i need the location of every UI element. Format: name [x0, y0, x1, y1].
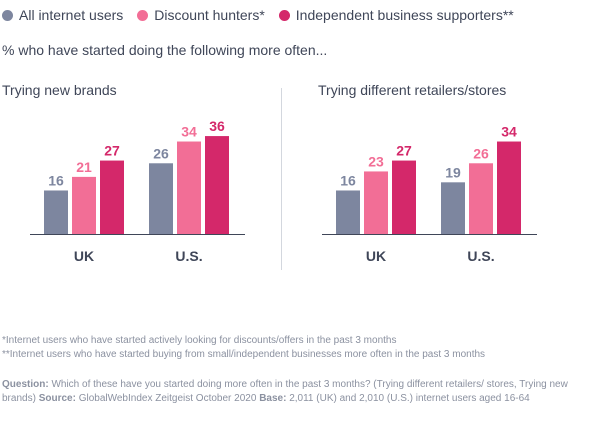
bar-value-label: 34: [181, 124, 197, 140]
bar-value-label: 36: [209, 118, 225, 134]
bar: [392, 160, 416, 234]
legend-item-independent-supporters: Independent business supporters**: [278, 7, 514, 23]
base-text: 2,011 (UK) and 2,010 (U.S.) internet use…: [286, 393, 530, 404]
legend-label: All internet users: [19, 7, 124, 23]
footnote-independent-supporters: **Internet users who have started buying…: [2, 349, 486, 360]
bar: [336, 190, 360, 234]
legend-label: Discount hunters*: [154, 7, 265, 23]
bar: [44, 190, 68, 234]
footnotes: *Internet users who have started activel…: [2, 334, 485, 362]
bar-value-label: 26: [153, 145, 169, 161]
bar: [149, 163, 173, 234]
bar-value-label: 27: [104, 143, 120, 159]
legend-dot-icon: [137, 9, 149, 21]
category-label: U.S.: [175, 248, 202, 264]
legend-dot-icon: [2, 9, 13, 21]
bar: [469, 163, 493, 234]
question-text: Which of these have you started doing mo…: [2, 379, 568, 404]
source-label: Source:: [38, 393, 76, 404]
base-label: Base:: [259, 393, 287, 404]
bar: [177, 141, 201, 234]
bar-value-label: 21: [76, 159, 92, 175]
chart-title: Trying different retailers/stores: [318, 82, 506, 98]
bar-value-label: 26: [473, 145, 489, 161]
legend-item-discount-hunters: Discount hunters*: [137, 7, 265, 23]
source-text: GlobalWebIndex Zeitgeist October 2020: [75, 393, 260, 404]
category-label: UK: [74, 248, 94, 264]
bar: [441, 182, 465, 234]
chart-subtitle: % who have started doing the following m…: [2, 42, 328, 58]
charts-svg: Trying new brands 16 21 27 UK 26 34 36 U.S. Tryin…: [2, 82, 537, 264]
legend-item-all-users: All internet users: [2, 7, 123, 23]
bar: [497, 141, 521, 234]
footnote-discount-hunters: *Internet users who have started activel…: [2, 335, 397, 346]
category-label: UK: [366, 248, 386, 264]
question-source-base: Question: Which of these have you starte…: [2, 378, 582, 406]
legend: All internet users Discount hunters* Ind…: [2, 7, 528, 23]
bar: [364, 171, 388, 234]
bar: [72, 176, 96, 234]
bar-value-label: 16: [340, 172, 356, 188]
bar-value-label: 16: [48, 172, 64, 188]
category-label: U.S.: [467, 248, 494, 264]
legend-label: Independent business supporters**: [295, 7, 514, 23]
panel-divider: [281, 88, 282, 270]
chart-title: Trying new brands: [2, 82, 117, 98]
bar-value-label: 27: [396, 143, 412, 159]
bar-value-label: 23: [368, 153, 384, 169]
legend-dot-icon: [278, 9, 290, 21]
question-label: Question:: [2, 379, 49, 390]
bar-value-label: 34: [501, 124, 517, 140]
bar-value-label: 19: [445, 164, 461, 180]
bar: [100, 160, 124, 234]
bar: [205, 136, 229, 234]
